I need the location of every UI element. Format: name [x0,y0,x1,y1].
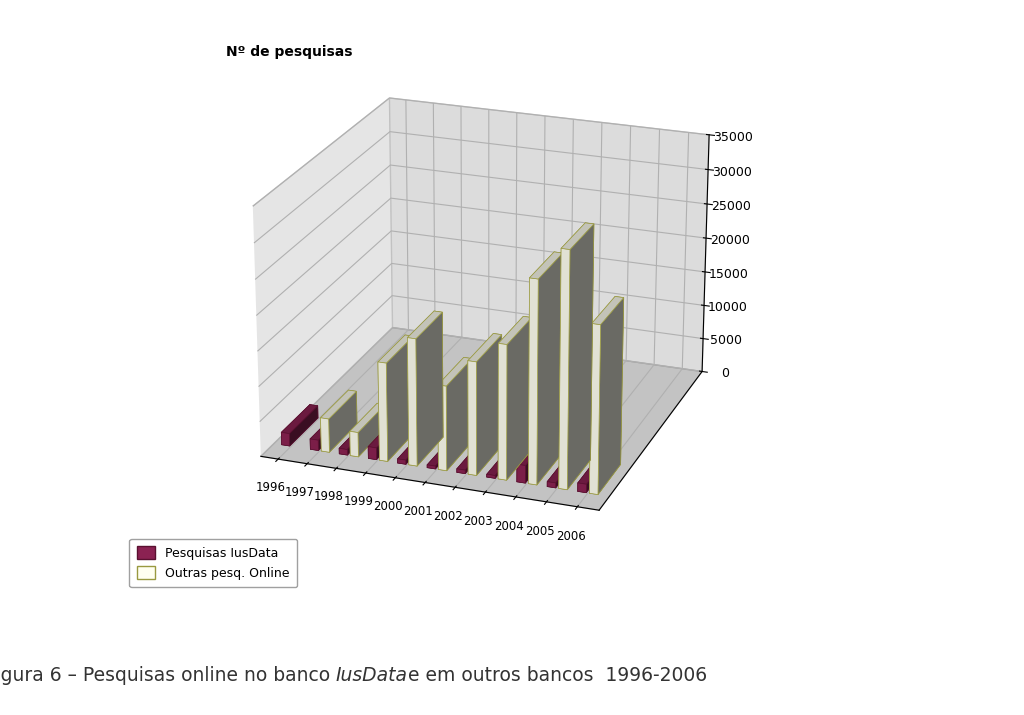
Text: IusData: IusData [336,666,408,686]
Text: e em outros bancos  1996-2006: e em outros bancos 1996-2006 [402,666,708,686]
Text: Figura 6 – Pesquisas online no banco: Figura 6 – Pesquisas online no banco [0,666,336,686]
Legend: Pesquisas IusData, Outras pesq. Online: Pesquisas IusData, Outras pesq. Online [129,538,297,587]
Text: Figura 6 – Pesquisas online no banco IusData e em outros bancos  1996-2006: Figura 6 – Pesquisas online no banco Ius… [148,677,876,696]
Text: Nº de pesquisas: Nº de pesquisas [226,45,352,59]
